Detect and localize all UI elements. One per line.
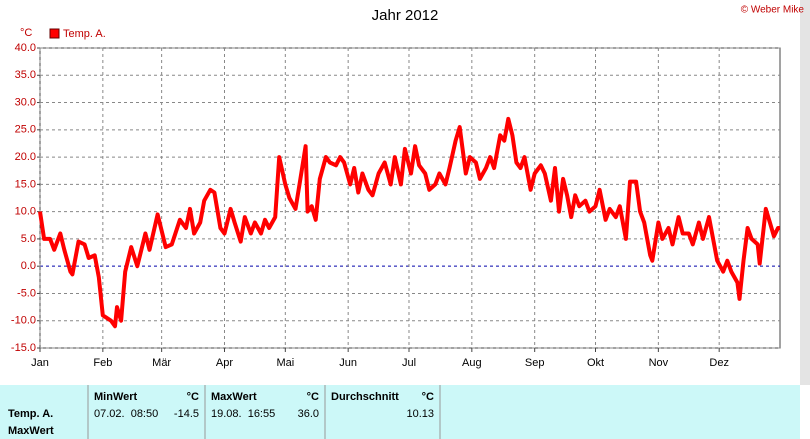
date-cell: 19.08. 16:55 (211, 408, 275, 420)
x-tick-label: Feb (93, 357, 112, 369)
chart-title: Jahr 2012 (372, 7, 439, 24)
y-tick-label: 25.0 (15, 124, 36, 136)
x-tick-label: Nov (649, 357, 669, 369)
x-tick-label: Jun (339, 357, 357, 369)
date-cell: 07.02. 08:50 (94, 408, 158, 420)
legend-label: Temp. A. (63, 28, 106, 40)
credit: © Weber Mike (741, 5, 805, 16)
column-name: MinWert (94, 391, 138, 403)
value-cell: 10.13 (406, 408, 434, 420)
x-tick-label: Jan (31, 357, 49, 369)
x-tick-label: Mär (152, 357, 171, 369)
plot-area (39, 47, 781, 349)
y-tick-label: 10.0 (15, 206, 36, 218)
y-tick-label: -5.0 (17, 287, 36, 299)
temp-line (38, 116, 780, 329)
value-cell: 36.0 (298, 408, 319, 420)
y-tick-label: -10.0 (11, 315, 36, 327)
column-name: MaxWert (211, 391, 257, 403)
y-tick-label: 30.0 (15, 96, 36, 108)
y-tick-label: 5.0 (21, 233, 36, 245)
legend-swatch (49, 28, 60, 39)
y-tick-label: 15.0 (15, 178, 36, 190)
y-tick-label: 35.0 (15, 69, 36, 81)
y-tick-label: 20.0 (15, 151, 36, 163)
scroll-strip (800, 0, 810, 385)
x-tick-label: Okt (587, 357, 604, 369)
column-unit: °C (422, 391, 434, 403)
column-unit: °C (187, 391, 199, 403)
x-tick-label: Apr (216, 357, 233, 369)
x-tick-label: Sep (525, 357, 545, 369)
row-label: Temp. A. (8, 408, 53, 420)
x-tick-label: Dez (709, 357, 729, 369)
column-unit: °C (307, 391, 319, 403)
value-cell: -14.5 (174, 408, 199, 420)
y-tick-label: 0.0 (21, 260, 36, 272)
stats-panel (0, 385, 800, 439)
x-tick-label: Mai (276, 357, 294, 369)
x-tick-label: Aug (462, 357, 482, 369)
y-tick-label: 40.0 (15, 42, 36, 54)
y-unit: °C (20, 27, 32, 39)
x-tick-label: Jul (402, 357, 416, 369)
row-label: MaxWert (8, 425, 54, 437)
y-tick-label: -15.0 (11, 342, 36, 354)
column-name: Durchschnitt (331, 391, 399, 403)
